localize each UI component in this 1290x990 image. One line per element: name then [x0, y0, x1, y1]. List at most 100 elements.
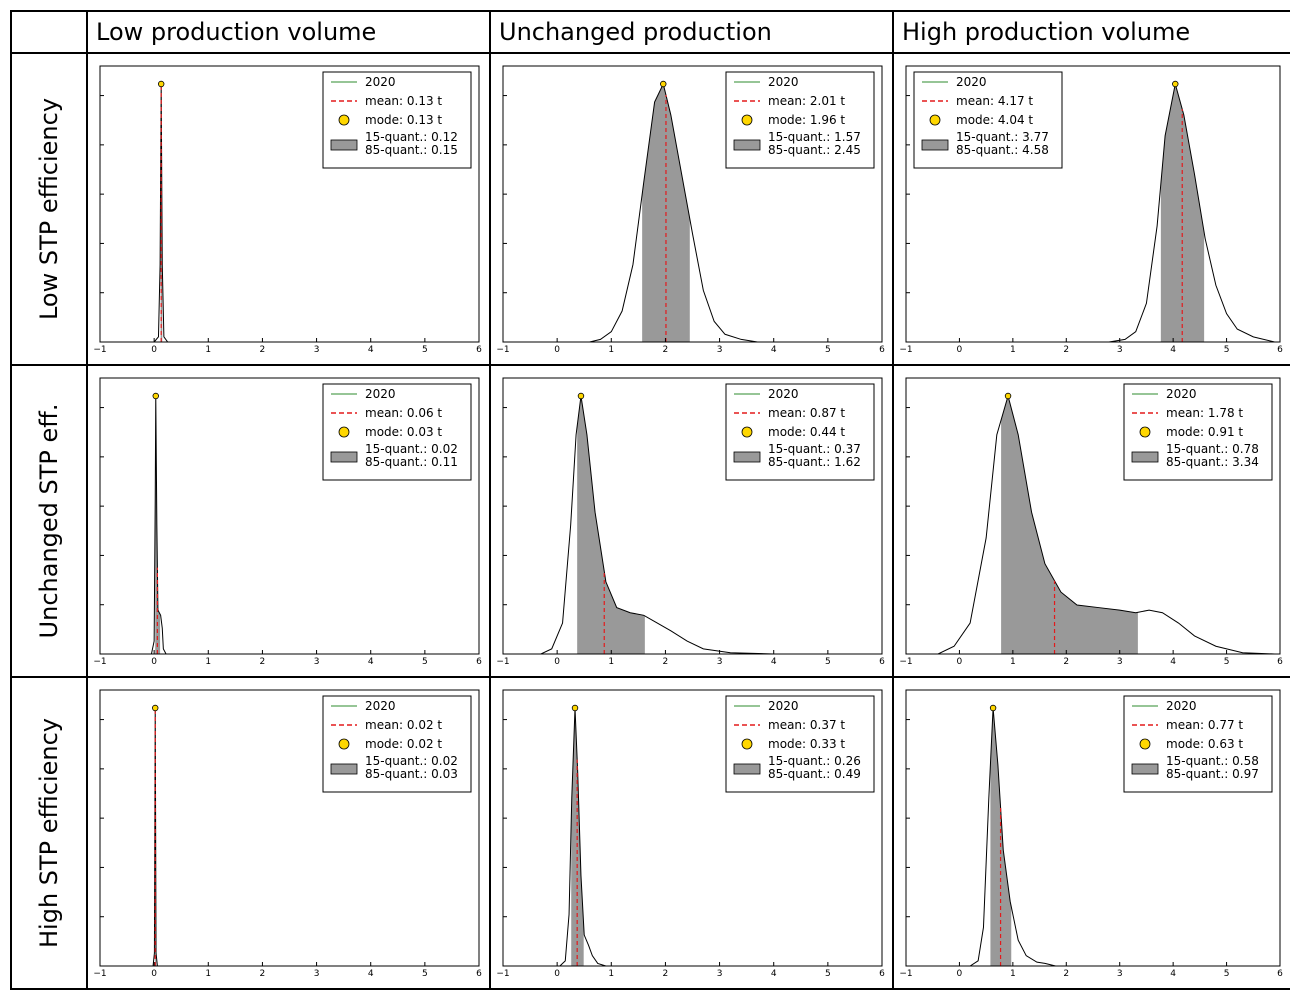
x-tick-label: 3	[1117, 345, 1123, 355]
row-header-label: High STP efficiency	[35, 718, 63, 948]
row-header-high-stp: High STP efficiency	[10, 676, 88, 990]
x-tick-label: 5	[422, 969, 428, 979]
x-tick-label: 2	[260, 345, 266, 355]
plot-cell-6: −1 0 1 2 3 4 5 6 2020 mean: 0.02 t mode: 0.02 t 15-…	[86, 676, 491, 990]
density-plot: −1 0 1 2 3 4 5 6 2020 mean: 0.13 t mode: 0.13 t 15-…	[93, 65, 482, 355]
x-tick-label: 4	[368, 345, 374, 355]
legend-mode-swatch	[338, 114, 350, 126]
x-tick-label: 3	[717, 657, 723, 667]
x-tick-label: 1	[205, 969, 211, 979]
x-tick-label: 6	[1277, 969, 1283, 979]
x-tick-label: 2	[663, 345, 669, 355]
mode-marker	[152, 704, 159, 712]
mode-marker	[571, 704, 579, 712]
legend-mode-swatch	[741, 114, 753, 126]
legend-box	[1123, 695, 1273, 793]
legend-q15-label: 15-quant.: 0.58	[1166, 754, 1259, 768]
column-header-high-production: High production volume	[892, 10, 1290, 54]
x-tick-label: 0	[957, 345, 963, 355]
legend-q15-label: 15-quant.: 0.37	[768, 442, 861, 456]
x-tick-label: 5	[1224, 345, 1230, 355]
plot-cell-1: −1 0 1 2 3 4 5 6 2020 mean: 2.01 t mode: 1.96 t 15-…	[489, 52, 894, 366]
plot-cell-4: −1 0 1 2 3 4 5 6 2020 mean: 0.87 t mode: 0.44 t 15-…	[489, 364, 894, 678]
quantile-band	[571, 708, 584, 966]
x-tick-label: 2	[663, 657, 669, 667]
legend: 2020 mean: 2.01 t mode: 1.96 t 15-quant.: 1…	[725, 71, 875, 169]
density-plot: −1 0 1 2 3 4 5 6 2020 mean: 2.01 t mode: 1.96 t 15-…	[496, 65, 885, 355]
x-tick-label: 6	[476, 345, 482, 355]
legend-mode-label: mode: 0.03 t	[365, 425, 442, 439]
x-tick-label: 4	[1170, 969, 1176, 979]
row-header-low-stp: Low STP efficiency	[10, 52, 88, 366]
legend-quantile-swatch	[921, 139, 949, 151]
density-curve	[503, 82, 882, 343]
quantile-band	[1001, 396, 1138, 654]
x-tick-label: 0	[554, 657, 560, 667]
x-tick-label: 1	[1010, 345, 1016, 355]
x-tick-label: −1	[496, 345, 509, 355]
x-tick-label: 6	[476, 969, 482, 979]
x-tick-label: 0	[151, 969, 157, 979]
axes-frame	[905, 689, 1281, 967]
x-tick-label: 6	[1277, 657, 1283, 667]
legend-mean-label: mean: 0.87 t	[768, 406, 845, 420]
x-tick-label: 3	[1117, 657, 1123, 667]
x-tick-label: −1	[899, 345, 912, 355]
mode-marker	[157, 80, 165, 88]
legend-quantile-swatch	[733, 451, 761, 463]
x-tick-label: 4	[368, 969, 374, 979]
column-header-low-production: Low production volume	[86, 10, 491, 54]
legend-q85-label: 85-quant.: 0.15	[365, 143, 458, 157]
quantile-band	[577, 396, 645, 654]
legend-mean-label: mean: 0.02 t	[365, 718, 442, 732]
column-header-unchanged-production: Unchanged production	[489, 10, 894, 54]
legend-mean-label: mean: 0.06 t	[365, 406, 442, 420]
x-tick-label: 6	[1277, 345, 1283, 355]
x-tick-label: 1	[608, 345, 614, 355]
x-tick-label: 4	[1170, 345, 1176, 355]
mode-marker	[989, 704, 997, 712]
mode-marker	[152, 392, 159, 400]
x-tick-label: 3	[717, 969, 723, 979]
x-tick-label: 4	[368, 657, 374, 667]
axes-frame	[502, 377, 883, 655]
x-tick-label: 6	[879, 657, 885, 667]
x-tick-label: −1	[899, 969, 912, 979]
x-tick-label: −1	[93, 657, 106, 667]
legend-q15-label: 15-quant.: 1.57	[768, 130, 861, 144]
legend-mode-label: mode: 0.44 t	[768, 425, 845, 439]
x-tick-label: 0	[957, 657, 963, 667]
x-tick-label: 0	[554, 345, 560, 355]
plot-cell-5: −1 0 1 2 3 4 5 6 2020 mean: 1.78 t mode: 0.91 t 15-…	[892, 364, 1290, 678]
axes-frame	[99, 689, 480, 967]
legend-quantile-swatch	[330, 451, 358, 463]
x-tick-label: 4	[1170, 657, 1176, 667]
density-plot: −1 0 1 2 3 4 5 6 2020 mean: 0.77 t mode: 0.63 t 15-…	[899, 689, 1283, 979]
legend-q85-label: 85-quant.: 2.45	[768, 143, 861, 157]
x-tick-label: 5	[422, 345, 428, 355]
legend: 2020 mean: 0.02 t mode: 0.02 t 15-quant.: 0…	[322, 695, 472, 793]
mode-marker	[1172, 80, 1179, 88]
plot-cell-7: −1 0 1 2 3 4 5 6 2020 mean: 0.37 t mode: 0.33 t 15-…	[489, 676, 894, 990]
legend-quantile-swatch	[1131, 451, 1159, 463]
legend-mode-swatch	[741, 426, 753, 438]
plot-cell-2: −1 0 1 2 3 4 5 6 2020 mean: 4.17 t mode: 4.04 t 15-…	[892, 52, 1290, 366]
legend-quantile-swatch	[330, 139, 358, 151]
legend-q85-label: 85-quant.: 0.97	[1166, 767, 1259, 781]
legend-q15-label: 15-quant.: 0.02	[365, 754, 458, 768]
legend-q85-label: 85-quant.: 0.49	[768, 767, 861, 781]
corner-cell	[10, 10, 88, 54]
legend-line-label: 2020	[1166, 387, 1197, 401]
density-plot: −1 0 1 2 3 4 5 6 2020 mean: 0.02 t mode: 0.02 t 15-…	[93, 689, 482, 979]
x-tick-label: 5	[1224, 657, 1230, 667]
x-tick-label: 5	[1224, 969, 1230, 979]
row-header-unchanged-stp: Unchanged STP eff.	[10, 364, 88, 678]
x-tick-label: 1	[1010, 969, 1016, 979]
x-tick-label: −1	[899, 657, 912, 667]
legend-q85-label: 85-quant.: 4.58	[956, 143, 1049, 157]
legend-line-label: 2020	[365, 699, 396, 713]
x-tick-label: 0	[151, 657, 157, 667]
row-header-label: Low STP efficiency	[35, 97, 63, 321]
x-tick-label: 0	[554, 969, 560, 979]
quantile-band	[990, 708, 1012, 966]
